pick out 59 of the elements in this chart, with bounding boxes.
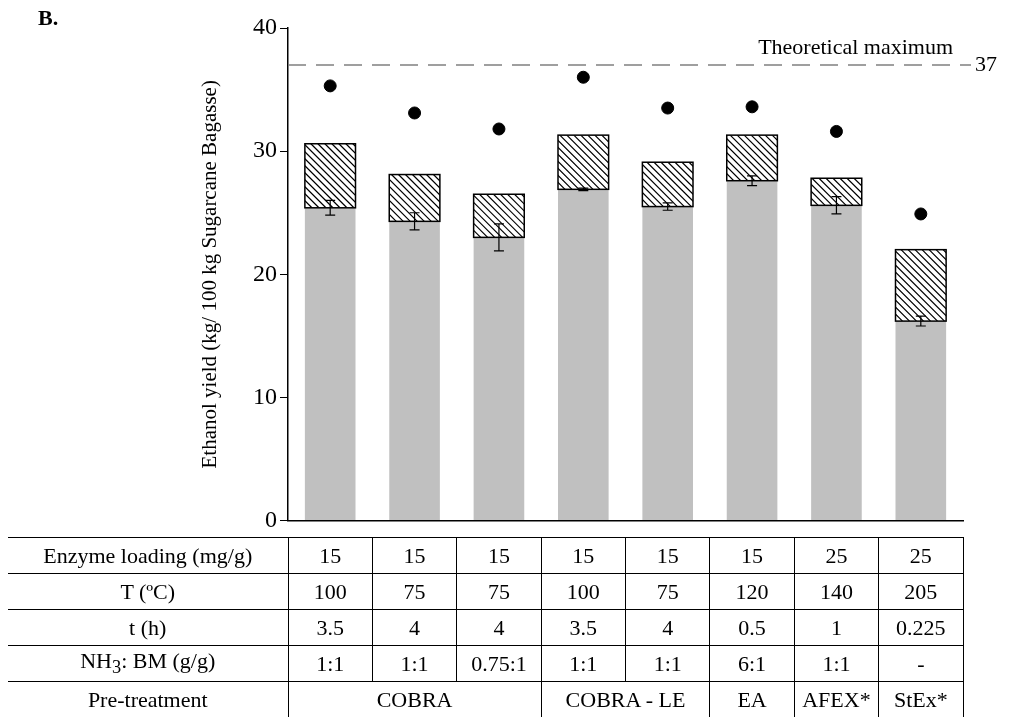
text: StEx* [878, 681, 963, 717]
y-tick-label: 20 [253, 259, 277, 286]
text: NH$_{3}$: BM (g/g) [8, 645, 288, 682]
text: 15 [288, 537, 373, 574]
text: Pre-treatment [8, 681, 288, 717]
text: 25 [794, 537, 879, 574]
text: 4 [625, 609, 710, 646]
text: 100 [541, 573, 626, 610]
point [745, 100, 759, 114]
text: 1:1 [625, 645, 710, 682]
text: 1:1 [794, 645, 879, 682]
text: 15 [541, 537, 626, 574]
point [492, 122, 506, 136]
text: 1:1 [372, 645, 457, 682]
text: 1 [794, 609, 879, 646]
y-tick-label: 0 [265, 505, 277, 532]
text: 1:1 [541, 645, 626, 682]
text: 37 [975, 50, 997, 76]
text: 75 [456, 573, 542, 610]
text: 15 [625, 537, 710, 574]
y-tick-label: 40 [253, 13, 277, 40]
text: COBRA [288, 681, 542, 717]
text: 75 [625, 573, 710, 610]
text: B. [38, 4, 59, 30]
text: 0.75:1 [456, 645, 542, 682]
text: 6:1 [709, 645, 795, 682]
point [408, 106, 422, 120]
text: 0.5 [709, 609, 795, 646]
text: EA [709, 681, 795, 717]
text: 1:1 [288, 645, 373, 682]
text: - [878, 645, 963, 682]
text: 25 [878, 537, 963, 574]
text: 140 [794, 573, 879, 610]
text: 15 [709, 537, 795, 574]
text: Enzyme loading (mg/g) [8, 537, 288, 574]
y-axis-title: Ethanol yield (kg/ 100 kg Sugarcane Bagasse) [197, 80, 222, 469]
text: 100 [288, 573, 373, 610]
point [661, 101, 675, 115]
text: 3.5 [288, 609, 373, 646]
text: 4 [456, 609, 542, 646]
text: t (h) [8, 609, 288, 646]
text: COBRA - LE [541, 681, 710, 717]
ref-line-label: Theoretical maximum [758, 33, 953, 59]
text: 0.225 [878, 609, 963, 646]
text: 3.5 [541, 609, 626, 646]
point [829, 124, 843, 138]
point [323, 79, 337, 93]
text: 75 [372, 573, 457, 610]
text: AFEX* [794, 681, 879, 717]
point [914, 207, 928, 221]
text: 15 [372, 537, 457, 574]
text: 205 [878, 573, 963, 610]
text: T (ºC) [8, 573, 288, 610]
text: 4 [372, 609, 457, 646]
text: 15 [456, 537, 542, 574]
y-tick-label: 10 [253, 382, 277, 409]
text: 120 [709, 573, 795, 610]
point [576, 70, 590, 84]
y-tick-label: 30 [253, 136, 277, 163]
